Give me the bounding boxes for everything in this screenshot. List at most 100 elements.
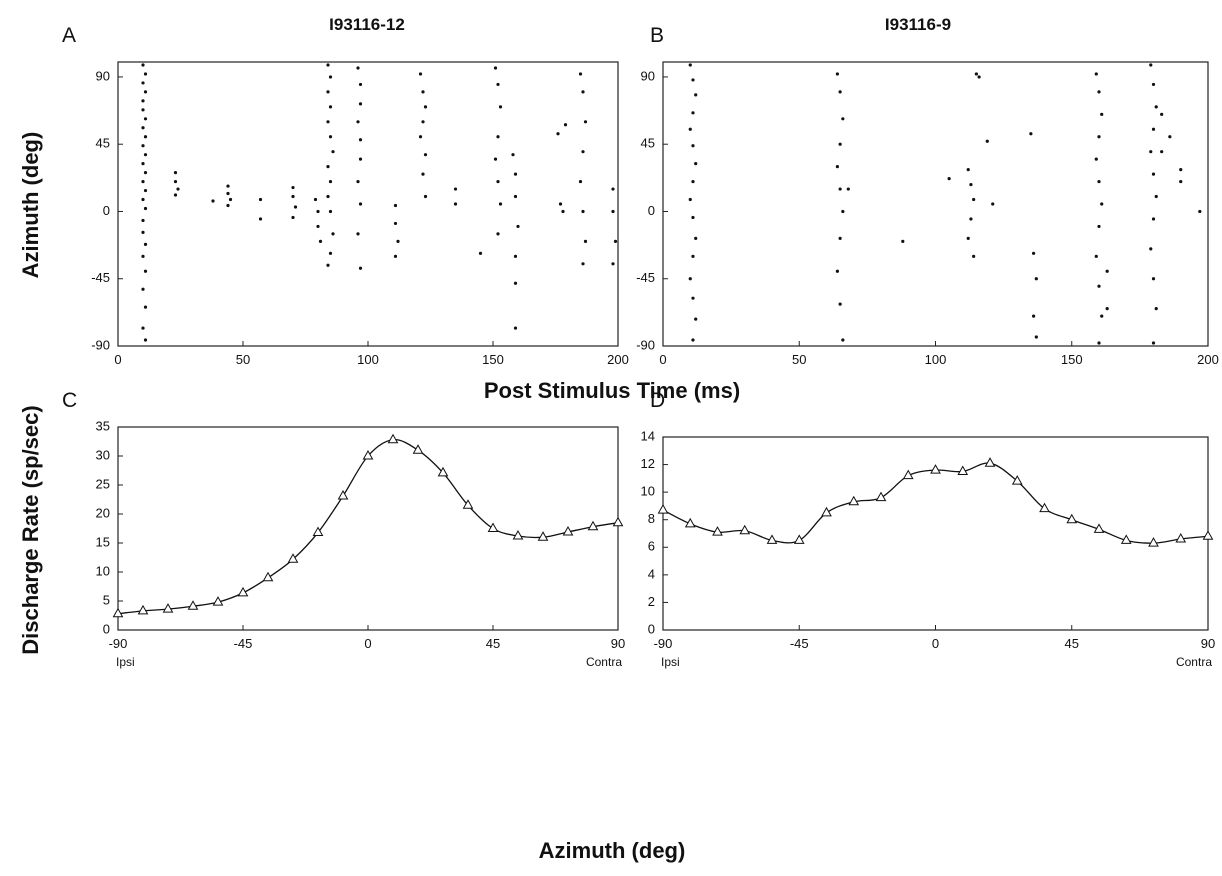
spike-dot <box>141 326 145 330</box>
spike-dot <box>423 105 428 109</box>
spike-dot <box>969 217 973 221</box>
x-tick-label: -45 <box>790 636 809 651</box>
x-tick-label: 45 <box>486 636 500 651</box>
y-tick-label: 12 <box>641 456 655 471</box>
axis-label: Azimuth (deg) <box>539 838 686 863</box>
x-tick-label: 200 <box>607 352 629 367</box>
spike-dot <box>974 72 978 76</box>
spike-dot <box>143 188 148 193</box>
spike-dot <box>1034 335 1038 339</box>
spike-dot <box>496 179 500 184</box>
spike-dot <box>581 262 585 266</box>
data-marker <box>287 553 299 563</box>
spike-dot <box>1034 277 1038 281</box>
spike-dot <box>1032 314 1036 318</box>
spike-dot <box>611 209 615 214</box>
spike-dot <box>143 338 148 342</box>
spike-dot <box>1097 224 1101 229</box>
spike-dot <box>453 202 458 206</box>
spike-dot <box>1151 82 1156 87</box>
spike-dot <box>1094 72 1098 76</box>
data-marker <box>984 457 996 467</box>
data-marker <box>437 466 449 477</box>
spike-dot <box>141 197 145 202</box>
spike-dot <box>1168 135 1172 139</box>
spike-dot <box>356 232 360 236</box>
spike-dot <box>556 132 560 136</box>
spike-dot <box>176 187 180 191</box>
x-tick-label: 0 <box>364 636 371 651</box>
data-marker <box>875 491 887 502</box>
spike-dot <box>141 162 145 166</box>
spike-dot <box>513 254 518 258</box>
data-marker <box>1202 530 1214 540</box>
spike-dot <box>356 66 360 70</box>
spike-dot <box>326 194 330 199</box>
plot-frame <box>117 61 619 347</box>
spike-dot <box>141 144 145 148</box>
data-marker <box>587 520 599 531</box>
spike-dot <box>1105 307 1109 311</box>
data-marker <box>848 495 860 506</box>
y-tick-label: 8 <box>648 511 655 526</box>
panel-letter: C <box>62 389 77 412</box>
spike-dot <box>496 135 500 139</box>
spike-dot <box>841 209 845 214</box>
spike-dot <box>613 239 618 243</box>
spike-dot <box>358 157 363 161</box>
spike-dot <box>835 72 840 76</box>
spike-dot <box>1094 254 1098 258</box>
y-tick-label: 25 <box>96 476 110 491</box>
y-tick-label: 10 <box>96 563 110 578</box>
spike-dot <box>1097 341 1101 345</box>
y-tick-label: 0 <box>103 621 110 636</box>
spike-dot <box>226 203 230 208</box>
axis-label: Discharge Rate (sp/sec) <box>18 405 43 654</box>
spike-dot <box>694 162 698 166</box>
data-marker <box>957 465 969 475</box>
data-marker <box>657 504 669 514</box>
spike-dot <box>694 93 698 97</box>
spike-dot <box>691 215 695 220</box>
spike-dot <box>258 217 263 221</box>
spike-dot <box>291 185 295 190</box>
spike-dot <box>141 99 145 103</box>
y-tick-label: 35 <box>96 418 110 433</box>
spike-dot <box>173 179 178 184</box>
spike-dot <box>328 251 333 255</box>
spike-dot <box>1160 112 1164 116</box>
spike-dot <box>1100 112 1104 116</box>
spike-dot <box>561 209 565 214</box>
spike-dot <box>1094 157 1098 161</box>
spike-dot <box>228 197 233 202</box>
spike-dot <box>356 179 360 184</box>
spike-dot <box>143 153 148 157</box>
spike-dot <box>691 296 695 300</box>
spike-dot <box>141 126 145 130</box>
y-tick-label: 5 <box>103 592 110 607</box>
y-tick-label: 14 <box>641 428 655 443</box>
y-tick-label: 0 <box>648 203 655 218</box>
data-marker <box>739 524 751 535</box>
spike-dot <box>453 187 458 191</box>
data-marker <box>1093 523 1105 533</box>
x-tick-label: -90 <box>654 636 673 651</box>
spike-dot <box>691 78 695 82</box>
spike-dot <box>393 221 398 226</box>
spike-dot <box>421 120 425 124</box>
spike-dot <box>966 168 970 172</box>
spike-dot <box>1029 132 1033 136</box>
x-tick-label: 90 <box>1201 636 1215 651</box>
spike-dot <box>326 63 330 67</box>
spike-dot <box>966 236 970 240</box>
spike-dot <box>173 171 178 175</box>
data-marker <box>612 516 624 527</box>
data-marker <box>337 490 349 500</box>
y-tick-label: 90 <box>96 68 110 83</box>
y-tick-label: 45 <box>641 136 655 151</box>
data-marker <box>1148 537 1159 547</box>
y-tick-label: 20 <box>96 505 110 520</box>
data-marker <box>237 586 249 597</box>
spike-dot <box>498 105 503 109</box>
y-tick-label: 45 <box>96 136 110 151</box>
